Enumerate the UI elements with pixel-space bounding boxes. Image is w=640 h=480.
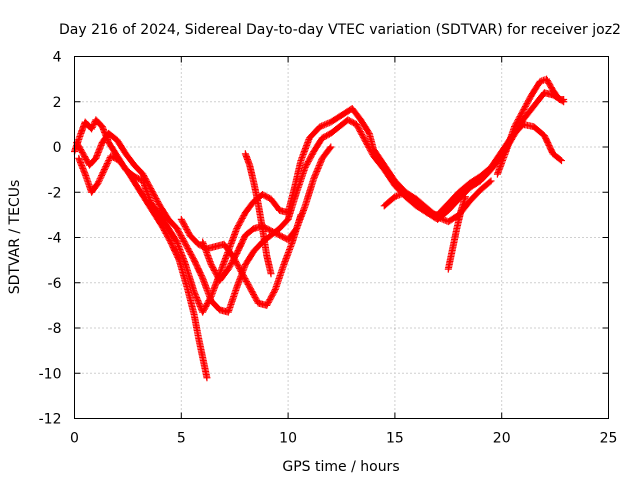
series-points-2 <box>73 116 566 316</box>
y-tick-label: -8 <box>48 321 62 337</box>
y-tick-label: -4 <box>48 231 62 247</box>
y-tick-label: -2 <box>48 185 62 201</box>
y-tick-labels: 4 2 0 -2 -4 -6 -8 -10 -12 <box>39 50 62 428</box>
y-tick-label: 2 <box>53 95 62 111</box>
series-trace-9 <box>493 75 568 178</box>
y-tick-label: 4 <box>53 50 62 66</box>
x-tick-label: 10 <box>279 431 297 447</box>
x-tick-label: 5 <box>177 431 186 447</box>
series-points-9 <box>493 75 568 178</box>
series-trace-6 <box>241 150 275 278</box>
series-points-8 <box>444 193 469 273</box>
data-marks <box>71 75 568 382</box>
series-points-3 <box>75 152 211 382</box>
x-tick-labels: 0 5 10 15 20 25 <box>70 431 617 447</box>
x-tick-label: 20 <box>493 431 511 447</box>
x-tick-label: 25 <box>600 431 618 447</box>
chart-title: Day 216 of 2024, Sidereal Day-to-day VTE… <box>59 22 621 38</box>
y-axis-title: SDTVAR / TECUs <box>7 180 23 295</box>
y-tick-label: -12 <box>39 412 62 428</box>
y-tick-label: -6 <box>48 276 62 292</box>
y-tick-label: -10 <box>39 366 62 382</box>
x-tick-label: 0 <box>70 431 79 447</box>
series-trace-3 <box>75 152 211 382</box>
x-axis-title: GPS time / hours <box>282 459 399 475</box>
plot-frame <box>74 56 609 419</box>
series-trace-8 <box>444 193 469 273</box>
series-trace-2 <box>73 116 566 316</box>
x-tick-label: 15 <box>386 431 404 447</box>
y-tick-label: 0 <box>53 140 62 156</box>
series-points-6 <box>241 150 275 278</box>
series-trace-5 <box>199 143 335 284</box>
series-points-5 <box>199 143 335 284</box>
